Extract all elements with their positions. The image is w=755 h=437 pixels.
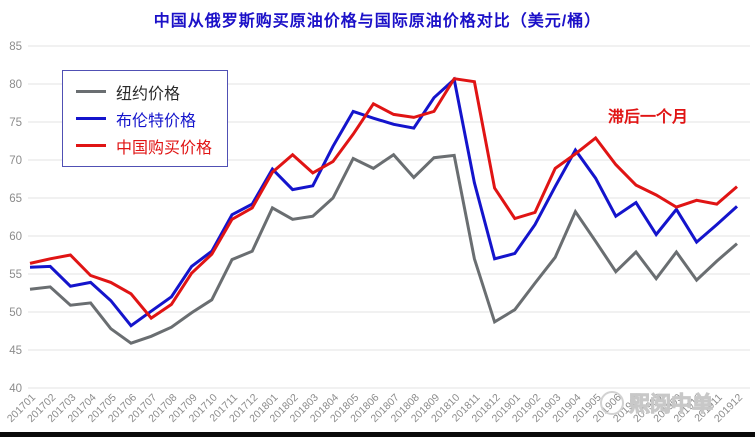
legend-label-china: 中国购买价格 [116,139,213,157]
legend-item-china: 中国购买价格 [76,132,214,159]
bottom-divider-bar [0,432,755,437]
watermark-logo-icon [600,391,624,415]
y-axis-tick-label: 70 [9,155,22,167]
y-axis-tick-label: 75 [9,117,22,129]
legend-item-ny: 纽约价格 [76,78,214,105]
lag-annotation: 滞后一个月 [608,109,689,126]
legend-item-brent: 布伦特价格 [76,105,214,132]
china-line-swatch [76,144,106,147]
y-axis-tick-label: 55 [9,269,22,281]
legend-label-ny: 纽约价格 [116,85,181,103]
chart-title: 中国从俄罗斯购买原油价格与国际原油价格对比（美元/桶） [153,13,602,30]
y-axis-tick-label: 45 [9,345,22,357]
y-axis-tick-label: 85 [9,41,22,53]
y-axis-tick-label: 50 [9,307,22,319]
ny-line-swatch [76,90,106,93]
ny-price-line [29,152,738,345]
legend-label-brent: 布伦特价格 [116,112,197,130]
y-axis-tick-label: 60 [9,231,22,243]
brent-line-swatch [76,117,106,120]
watermark-text: 熙阅中单 [629,393,714,417]
y-axis-tick-label: 80 [9,79,22,91]
watermark: 熙阅中单 [600,388,714,418]
chart-legend: 纽约价格 布伦特价格 中国购买价格 [62,70,228,167]
y-axis-tick-label: 40 [9,383,22,395]
china-price-line [29,77,738,321]
y-axis-tick-label: 65 [9,193,22,205]
